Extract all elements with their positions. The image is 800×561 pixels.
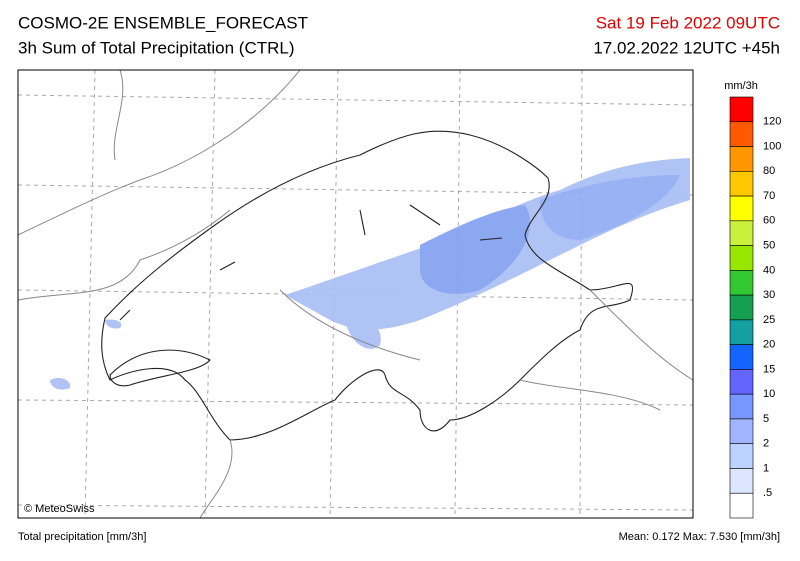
colorbar-box (729, 270, 754, 296)
colorbar-label: 10 (763, 388, 775, 400)
colorbar-label: 120 (763, 116, 781, 128)
colorbar-unit: mm/3h (724, 80, 758, 92)
colorbar-label: 40 (763, 264, 775, 276)
footer-right: Mean: 0.172 Max: 7.530 [mm/3h] (619, 531, 780, 543)
colorbar-box (729, 443, 754, 469)
colorbar-label: 50 (763, 239, 775, 251)
colorbar-box (729, 369, 754, 395)
colorbar-label: 5 (763, 413, 769, 425)
colorbar: 120 100 80 70 60 50 40 30 25 20 15 10 5 2 1 .5 (729, 96, 781, 519)
colorbar-label: 70 (763, 190, 775, 202)
colorbar-box (729, 245, 754, 271)
colorbar-box (729, 170, 754, 197)
colorbar-box (729, 294, 754, 321)
colorbar-label: 2 (763, 438, 769, 450)
footer-left: Total precipitation [mm/3h] (18, 531, 146, 543)
colorbar-box (729, 468, 754, 494)
colorbar-box (729, 492, 754, 519)
colorbar-box (729, 121, 754, 147)
colorbar-box (729, 220, 754, 246)
title: COSMO-2E ENSEMBLE_FORECAST (18, 13, 308, 32)
colorbar-box (729, 393, 754, 420)
colorbar-label: 80 (763, 165, 775, 177)
colorbar-box (729, 195, 754, 222)
colorbar-box (729, 344, 754, 370)
colorbar-box (729, 146, 754, 172)
colorbar-label: 20 (763, 339, 775, 351)
colorbar-box (729, 418, 754, 445)
valid-time: Sat 19 Feb 2022 09UTC (596, 13, 780, 32)
colorbar-label: .5 (763, 487, 772, 499)
run-time: 17.02.2022 12UTC +45h (593, 38, 780, 57)
colorbar-label: 100 (763, 140, 781, 152)
subtitle: 3h Sum of Total Precipitation (CTRL) (18, 38, 295, 57)
colorbar-label: 60 (763, 215, 775, 227)
map-area (17, 69, 694, 519)
colorbar-label: 30 (763, 289, 775, 301)
colorbar-box (729, 319, 754, 345)
colorbar-label: 25 (763, 314, 775, 326)
colorbar-label: 1 (763, 462, 769, 474)
credit: © MeteoSwiss (24, 503, 95, 515)
colorbar-label: 15 (763, 363, 775, 375)
colorbar-box (729, 96, 754, 123)
